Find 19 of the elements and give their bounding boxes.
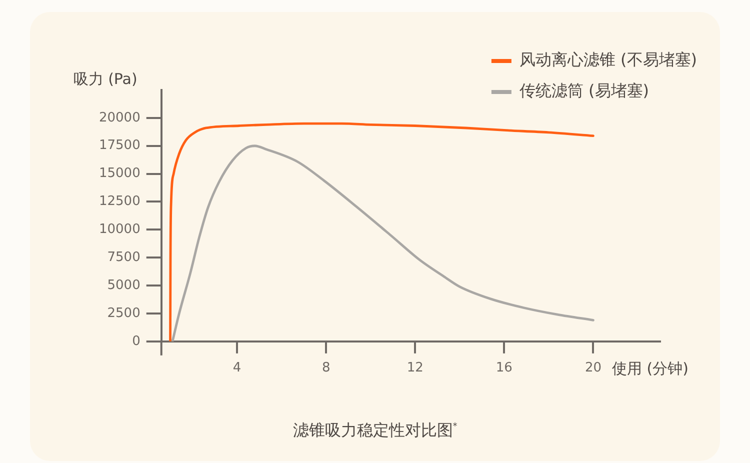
x-tick-label: 12 [406,360,424,376]
x-axis-title: 使用 (分钟) [612,359,688,378]
y-tick-label: 15000 [98,166,140,182]
y-tick-label: 12500 [98,194,140,210]
x-tick-label: 8 [322,360,330,376]
x-tick-label: 20 [584,360,602,376]
y-tick-label: 0 [132,334,140,349]
y-tick-label: 10000 [98,222,140,238]
y-tick-label: 5000 [107,278,140,293]
y-tick-label: 20000 [98,110,140,126]
text: 滤锥吸力稳定性对比图$^{*}$ [292,419,458,440]
y-axis-title: 吸力 (Pa) [73,70,138,88]
y-tick-label: 17500 [98,138,140,154]
x-tick-label: 4 [232,360,242,376]
x-tick-label: 16 [496,360,512,376]
y-tick-label: 7500 [107,250,140,265]
legend-label: 风动离心滤锥 (不易堵塞) [519,50,698,70]
legend-label: 传统滤筒 (易堵塞) [519,81,650,100]
y-tick-label: 2500 [107,306,140,321]
